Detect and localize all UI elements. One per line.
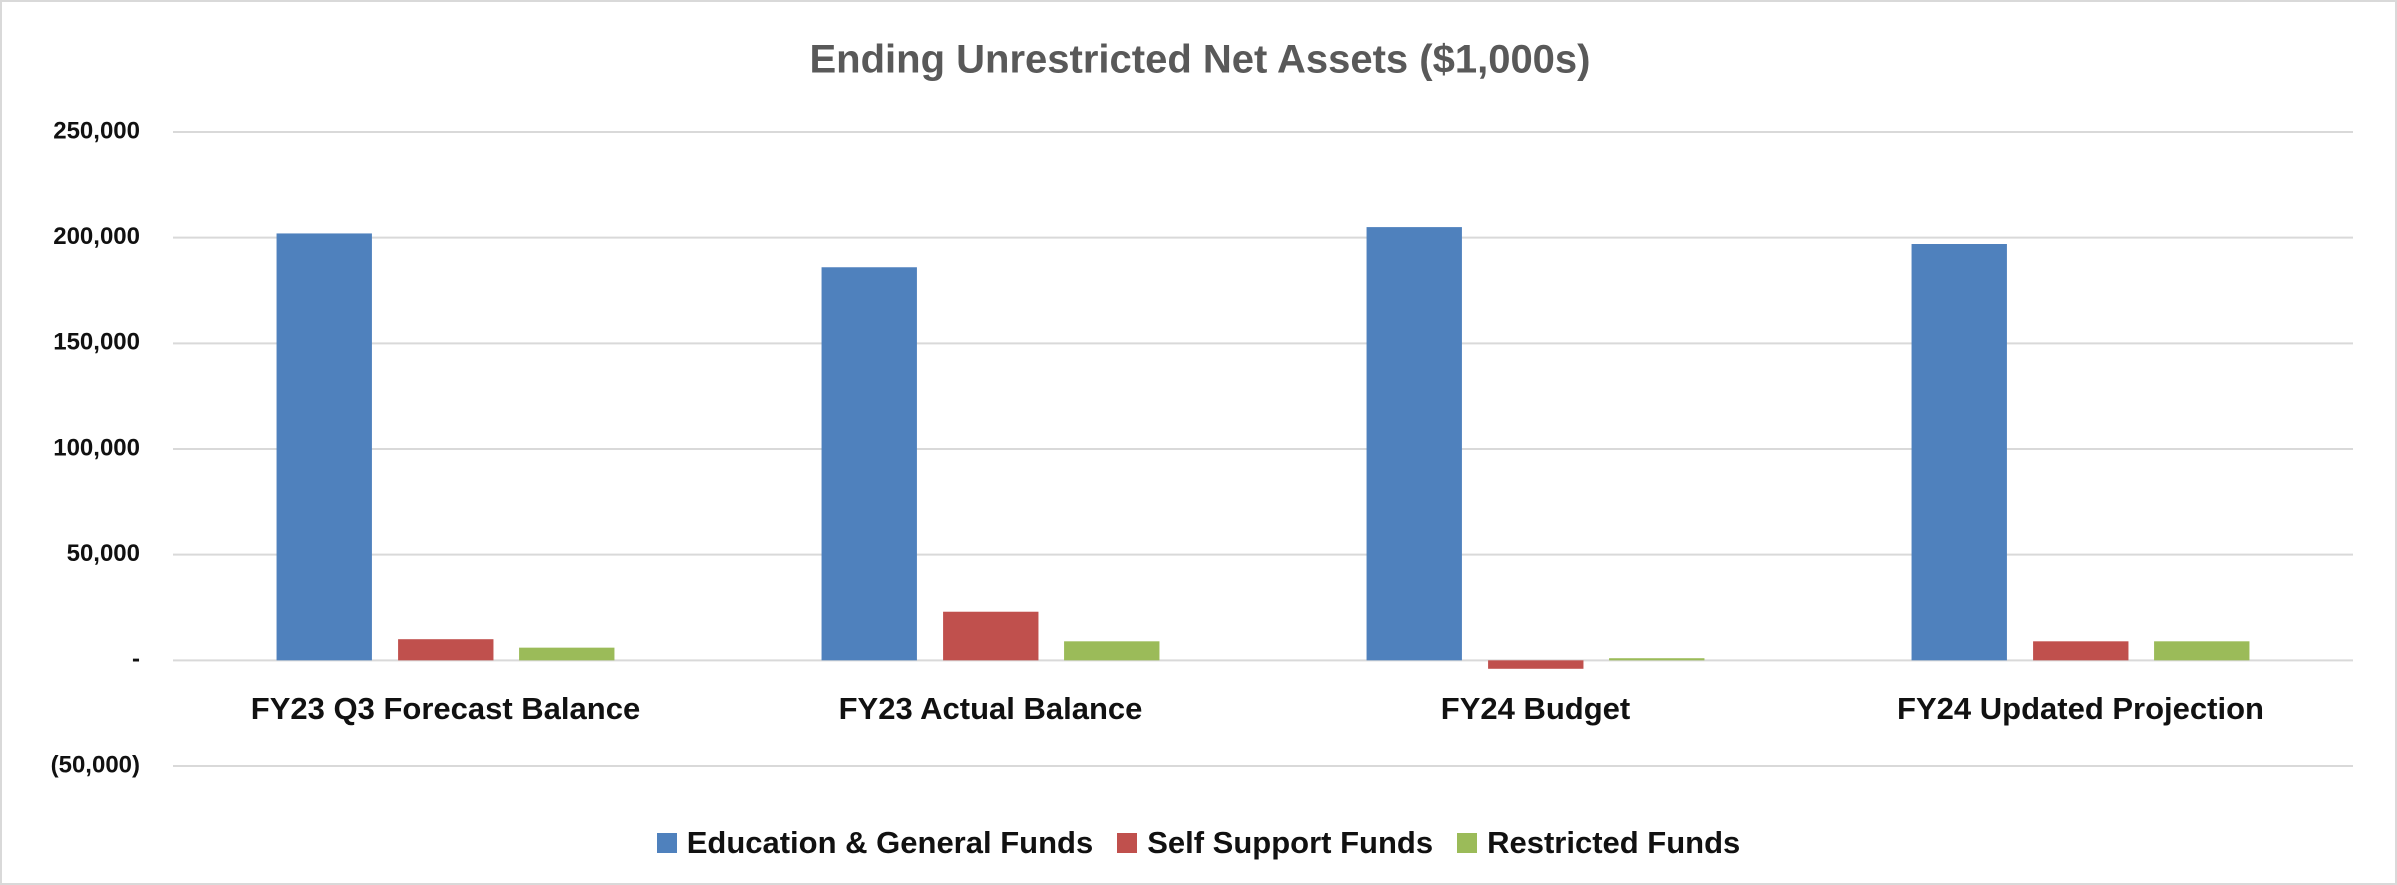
bar bbox=[1911, 244, 2007, 661]
legend-label: Education & General Funds bbox=[686, 825, 1094, 860]
y-tick-label: 200,000 bbox=[53, 223, 140, 250]
y-tick-label: (50,000) bbox=[51, 751, 140, 778]
bar bbox=[2033, 641, 2129, 661]
bar bbox=[2154, 641, 2250, 661]
bar bbox=[943, 611, 1039, 661]
chart-title: Ending Unrestricted Net Assets ($1,000s) bbox=[810, 38, 1591, 82]
x-tick-label: FY23 Q3 Forecast Balance bbox=[251, 691, 640, 726]
y-tick-label: - bbox=[132, 646, 140, 673]
legend: Education & General Funds Self Support Fu… bbox=[0, 820, 2397, 866]
legend-label: Self Support Funds bbox=[1147, 825, 1434, 860]
x-tick-label: FY24 Budget bbox=[1441, 691, 1630, 726]
legend-swatch bbox=[656, 833, 677, 853]
y-tick-label: 150,000 bbox=[53, 329, 140, 356]
legend-label: Restricted Funds bbox=[1487, 825, 1741, 860]
bar bbox=[276, 233, 372, 661]
legend-swatch bbox=[1117, 833, 1138, 853]
legend-swatch bbox=[1457, 833, 1478, 853]
x-tick-label: FY24 Updated Projection bbox=[1897, 691, 2264, 726]
y-tick-label: 100,000 bbox=[53, 434, 140, 461]
y-tick-label: 50,000 bbox=[67, 540, 140, 567]
bar bbox=[821, 267, 917, 661]
bar bbox=[1064, 641, 1160, 661]
bar bbox=[519, 647, 615, 661]
y-tick-label: 250,000 bbox=[53, 117, 140, 144]
x-tick-label: FY23 Actual Balance bbox=[839, 691, 1143, 726]
legend-item: Restricted Funds bbox=[1457, 825, 1740, 861]
bar bbox=[1366, 227, 1462, 661]
bar bbox=[1488, 660, 1584, 669]
legend-item: Self Support Funds bbox=[1117, 825, 1433, 861]
legend-item: Education & General Funds bbox=[656, 825, 1094, 861]
bar bbox=[398, 639, 494, 661]
bar bbox=[1609, 658, 1705, 661]
